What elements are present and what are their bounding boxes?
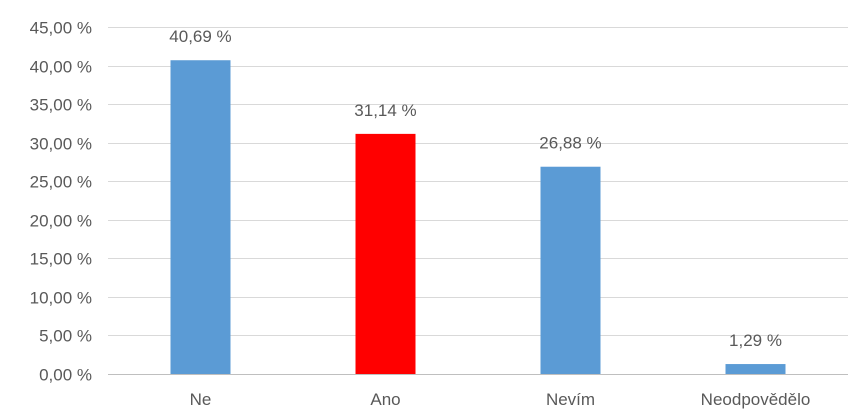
y-tick-label: 30,00 % [30, 135, 92, 154]
y-tick-label: 20,00 % [30, 212, 92, 231]
y-tick-label: 40,00 % [30, 58, 92, 77]
y-tick-label: 0,00 % [39, 366, 92, 385]
y-axis-ticks: 0,00 % 5,00 % 10,00 % 15,00 % 20,00 % 25,00 %… [30, 19, 92, 385]
y-tick-label: 45,00 % [30, 19, 92, 38]
x-axis-ticks: Ne Ano Nevím Neodpovědělo [190, 390, 811, 409]
y-tick-label: 10,00 % [30, 289, 92, 308]
x-tick-label: Ne [190, 390, 212, 409]
x-tick-label: Ano [370, 390, 400, 409]
data-label: 31,14 % [354, 101, 416, 120]
bar-3 [725, 364, 786, 374]
data-labels: 40,69 % 31,14 % 26,88 % 1,29 % [169, 27, 782, 350]
bar-1 [355, 133, 416, 374]
y-tick-label: 35,00 % [30, 96, 92, 115]
data-label: 1,29 % [729, 331, 782, 350]
data-label: 26,88 % [539, 134, 601, 153]
bar-0 [170, 60, 231, 374]
x-tick-label: Nevím [546, 390, 595, 409]
bar-2 [540, 166, 601, 374]
y-tick-label: 15,00 % [30, 250, 92, 269]
x-tick-label: Neodpovědělo [701, 390, 811, 409]
bars [170, 60, 786, 374]
data-label: 40,69 % [169, 27, 231, 46]
y-tick-label: 25,00 % [30, 173, 92, 192]
gridlines [108, 27, 848, 375]
y-tick-label: 5,00 % [39, 327, 92, 346]
